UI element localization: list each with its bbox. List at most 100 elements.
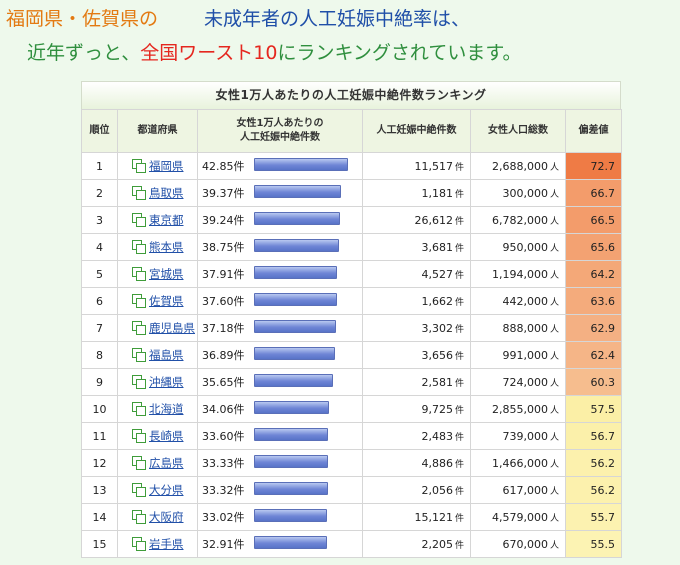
table-row: 2 鳥取県 39.37件 1,181 件 300,000 人 66.7: [81, 179, 622, 207]
headline-line-1: 福岡県・佐賀県の 未成年者の人工妊娠中絶率は、: [6, 7, 470, 31]
window-link-icon: [132, 186, 146, 200]
rank-cell: 15: [81, 530, 118, 558]
count-unit: 件: [454, 432, 464, 443]
population-unit: 人: [549, 189, 559, 200]
abortion-count-value: 3,681: [421, 240, 453, 254]
prefecture-link[interactable]: 沖縄県: [149, 375, 184, 389]
ranking-table-title: 女性1万人あたりの人工妊娠中絶件数ランキング: [81, 81, 621, 109]
prefecture-link[interactable]: 鹿児島県: [149, 321, 195, 335]
population-unit: 人: [549, 540, 559, 551]
table-row: 9 沖縄県 35.65件 2,581 件 724,000 人 60.3: [81, 368, 622, 396]
rate-value: 37.60件: [202, 295, 245, 308]
population-cell: 2,855,000 人: [470, 395, 566, 423]
rate-cell: 38.75件: [197, 233, 363, 261]
population-unit: 人: [549, 459, 559, 470]
table-row: 5 宮城県 37.91件 4,527 件 1,194,000 人 64.2: [81, 260, 622, 288]
deviation-cell: 56.2: [565, 476, 622, 504]
rank-cell: 6: [81, 287, 118, 315]
prefecture-cell: 大分県: [117, 476, 198, 504]
header-rate-line1: 女性1万人あたりの: [236, 118, 324, 129]
prefecture-link[interactable]: 大阪府: [149, 510, 184, 524]
prefecture-cell: 東京都: [117, 206, 198, 234]
table-row: 3 東京都 39.24件 26,612 件 6,782,000 人 66.5: [81, 206, 622, 234]
population-unit: 人: [549, 378, 559, 389]
rate-bar: [254, 239, 339, 252]
rank-cell: 13: [81, 476, 118, 504]
rate-bar: [254, 455, 328, 468]
prefecture-cell: 鹿児島県: [117, 314, 198, 342]
prefecture-link[interactable]: 福岡県: [149, 159, 184, 173]
header-rate-line2: 人工妊娠中絶件数: [240, 132, 320, 143]
population-cell: 4,579,000 人: [470, 503, 566, 531]
rate-cell: 32.91件: [197, 530, 363, 558]
abortion-count-cell: 3,681 件: [362, 233, 471, 261]
population-value: 950,000: [502, 240, 548, 254]
window-link-icon: [132, 456, 146, 470]
prefecture-link[interactable]: 北海道: [149, 402, 184, 416]
rate-value: 33.60件: [202, 430, 245, 443]
prefecture-link[interactable]: 広島県: [149, 456, 184, 470]
rate-bar: [254, 158, 348, 171]
window-link-icon: [132, 159, 146, 173]
rank-cell: 14: [81, 503, 118, 531]
prefecture-cell: 熊本県: [117, 233, 198, 261]
deviation-cell: 60.3: [565, 368, 622, 396]
table-row: 14 大阪府 33.02件 15,121 件 4,579,000 人 55.7: [81, 503, 622, 531]
prefecture-link[interactable]: 熊本県: [149, 240, 184, 254]
rate-cell: 33.60件: [197, 422, 363, 450]
abortion-count-cell: 15,121 件: [362, 503, 471, 531]
population-value: 724,000: [502, 375, 548, 389]
population-value: 1,466,000: [492, 456, 548, 470]
abortion-count-value: 15,121: [414, 510, 453, 524]
population-cell: 724,000 人: [470, 368, 566, 396]
count-unit: 件: [454, 351, 464, 362]
rate-bar: [254, 185, 341, 198]
rate-cell: 33.32件: [197, 476, 363, 504]
prefecture-link[interactable]: 鳥取県: [149, 186, 184, 200]
headline-ranked: にランキングされています。: [277, 42, 522, 64]
window-link-icon: [132, 321, 146, 335]
abortion-count-value: 2,483: [421, 429, 453, 443]
prefecture-cell: 沖縄県: [117, 368, 198, 396]
abortion-count-cell: 1,662 件: [362, 287, 471, 315]
abortion-count-cell: 2,483 件: [362, 422, 471, 450]
population-cell: 739,000 人: [470, 422, 566, 450]
prefecture-link[interactable]: 東京都: [149, 213, 184, 227]
count-unit: 件: [454, 189, 464, 200]
population-value: 2,855,000: [492, 402, 548, 416]
table-row: 8 福島県 36.89件 3,656 件 991,000 人 62.4: [81, 341, 622, 369]
rank-cell: 4: [81, 233, 118, 261]
count-unit: 件: [454, 324, 464, 335]
abortion-count-cell: 26,612 件: [362, 206, 471, 234]
prefecture-link[interactable]: 大分県: [149, 483, 184, 497]
prefecture-link[interactable]: 宮城県: [149, 267, 184, 281]
rate-cell: 34.06件: [197, 395, 363, 423]
prefecture-link[interactable]: 佐賀県: [149, 294, 184, 308]
population-cell: 1,194,000 人: [470, 260, 566, 288]
rate-bar: [254, 536, 327, 549]
rank-cell: 1: [81, 152, 118, 180]
deviation-cell: 72.7: [565, 152, 622, 180]
population-value: 442,000: [502, 294, 548, 308]
rate-value: 33.32件: [202, 484, 245, 497]
count-unit: 件: [454, 405, 464, 416]
window-link-icon: [132, 267, 146, 281]
rate-cell: 33.02件: [197, 503, 363, 531]
header-abortions: 人工妊娠中絶件数: [362, 109, 471, 153]
population-cell: 300,000 人: [470, 179, 566, 207]
prefecture-link[interactable]: 長崎県: [149, 429, 184, 443]
prefecture-link[interactable]: 岩手県: [149, 537, 184, 551]
abortion-count-cell: 2,056 件: [362, 476, 471, 504]
population-unit: 人: [549, 486, 559, 497]
abortion-count-value: 1,662: [421, 294, 453, 308]
rate-value: 39.24件: [202, 214, 245, 227]
population-cell: 6,782,000 人: [470, 206, 566, 234]
headline-particle: の: [139, 8, 159, 30]
deviation-cell: 56.7: [565, 422, 622, 450]
rate-cell: 39.24件: [197, 206, 363, 234]
rank-cell: 7: [81, 314, 118, 342]
window-link-icon: [132, 402, 146, 416]
rate-bar: [254, 374, 333, 387]
window-link-icon: [132, 429, 146, 443]
prefecture-link[interactable]: 福島県: [149, 348, 184, 362]
